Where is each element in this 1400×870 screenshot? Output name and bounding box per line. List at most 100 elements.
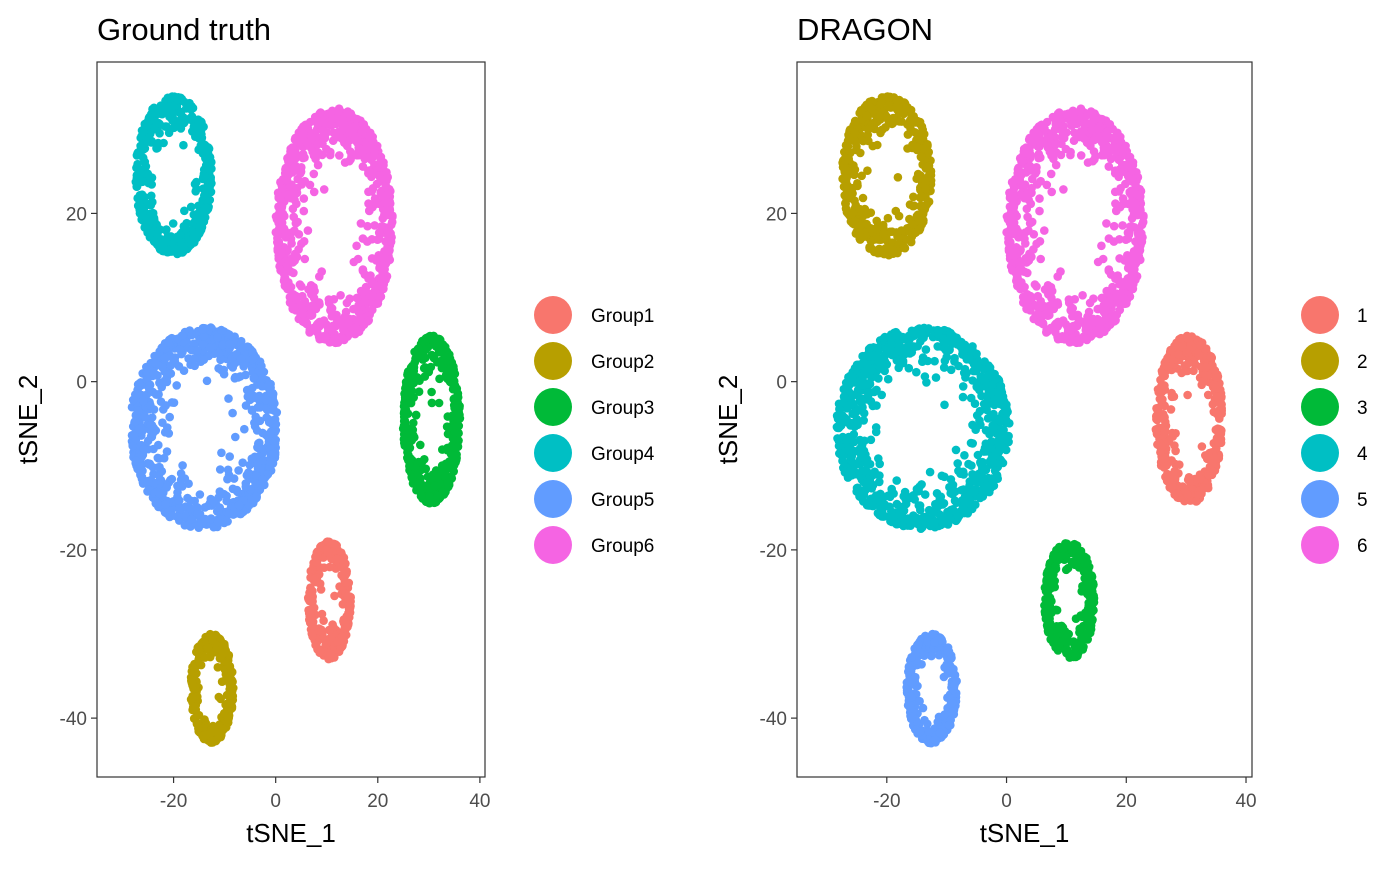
- data-point: [1192, 497, 1201, 506]
- data-point: [370, 221, 379, 230]
- data-point: [410, 433, 419, 442]
- data-point: [289, 205, 298, 214]
- data-point: [1183, 334, 1192, 343]
- data-point: [187, 203, 196, 212]
- data-point: [938, 472, 947, 481]
- data-point: [201, 515, 210, 524]
- data-point: [310, 170, 319, 179]
- series-3: [1040, 539, 1098, 662]
- data-point: [1058, 637, 1067, 646]
- legend-key: [534, 388, 572, 426]
- data-point: [151, 359, 160, 368]
- data-point: [406, 444, 415, 453]
- data-point: [295, 230, 304, 239]
- data-point: [184, 102, 193, 111]
- data-point: [947, 475, 956, 484]
- data-point: [135, 199, 144, 208]
- data-point: [269, 405, 278, 414]
- data-point: [1047, 568, 1056, 577]
- data-point: [329, 136, 338, 145]
- data-point: [1214, 437, 1223, 446]
- data-point: [867, 397, 876, 406]
- data-point: [1050, 577, 1059, 586]
- data-point: [922, 163, 931, 172]
- data-point: [884, 375, 893, 384]
- data-point: [882, 349, 891, 358]
- data-point: [952, 446, 961, 455]
- data-point: [190, 668, 199, 677]
- data-point: [296, 280, 305, 289]
- data-point: [357, 219, 366, 228]
- data-point: [335, 151, 344, 160]
- data-point: [1158, 395, 1167, 404]
- data-point: [293, 218, 302, 227]
- data-point: [884, 214, 893, 223]
- data-point: [225, 330, 234, 339]
- data-point: [289, 258, 298, 267]
- data-point: [308, 133, 317, 142]
- data-point: [997, 382, 1006, 391]
- data-point: [227, 676, 236, 685]
- data-point: [965, 499, 974, 508]
- data-point: [174, 497, 183, 506]
- data-point: [342, 308, 351, 317]
- data-point: [859, 194, 868, 203]
- data-point: [308, 632, 317, 641]
- data-point: [219, 725, 228, 734]
- data-point: [863, 210, 872, 219]
- data-point: [860, 467, 869, 476]
- data-point: [235, 501, 244, 510]
- data-point: [209, 722, 218, 731]
- data-point: [253, 426, 262, 435]
- data-point: [899, 242, 908, 251]
- data-point: [224, 394, 233, 403]
- data-point: [142, 162, 151, 171]
- data-point: [406, 454, 415, 463]
- data-point: [231, 374, 240, 383]
- data-point: [953, 459, 962, 468]
- x-tick-label: -20: [160, 791, 187, 812]
- data-point: [165, 413, 174, 422]
- data-point: [1174, 350, 1183, 359]
- data-point: [894, 331, 903, 340]
- data-point: [1080, 559, 1089, 568]
- data-point: [920, 130, 929, 139]
- data-point: [203, 377, 212, 386]
- data-point: [923, 142, 932, 151]
- data-point: [301, 255, 310, 264]
- data-point: [195, 145, 204, 154]
- data-point: [917, 524, 926, 533]
- data-point: [926, 518, 935, 527]
- data-point: [226, 662, 235, 671]
- data-point: [894, 173, 903, 182]
- data-point: [134, 179, 143, 188]
- data-point: [400, 421, 409, 430]
- data-point: [438, 364, 447, 373]
- data-point: [229, 684, 238, 693]
- data-point: [250, 373, 259, 382]
- data-point: [287, 239, 296, 248]
- data-point: [1205, 471, 1214, 480]
- data-point: [316, 108, 325, 117]
- data-point: [364, 169, 373, 178]
- data-point: [155, 489, 164, 498]
- data-point: [851, 117, 860, 126]
- data-point: [445, 356, 454, 365]
- data-point: [1161, 427, 1170, 436]
- data-point: [271, 449, 280, 458]
- data-point: [173, 335, 182, 344]
- data-point: [225, 509, 234, 518]
- data-point: [350, 258, 359, 267]
- data-point: [1047, 609, 1056, 618]
- data-point: [923, 357, 932, 366]
- data-point: [220, 649, 229, 658]
- data-point: [190, 362, 199, 371]
- data-point: [188, 693, 197, 702]
- data-point: [146, 421, 155, 430]
- data-point: [870, 468, 879, 477]
- data-point: [967, 439, 976, 448]
- data-point: [1158, 369, 1167, 378]
- data-point: [416, 441, 425, 450]
- legend-label: Group3: [591, 398, 654, 419]
